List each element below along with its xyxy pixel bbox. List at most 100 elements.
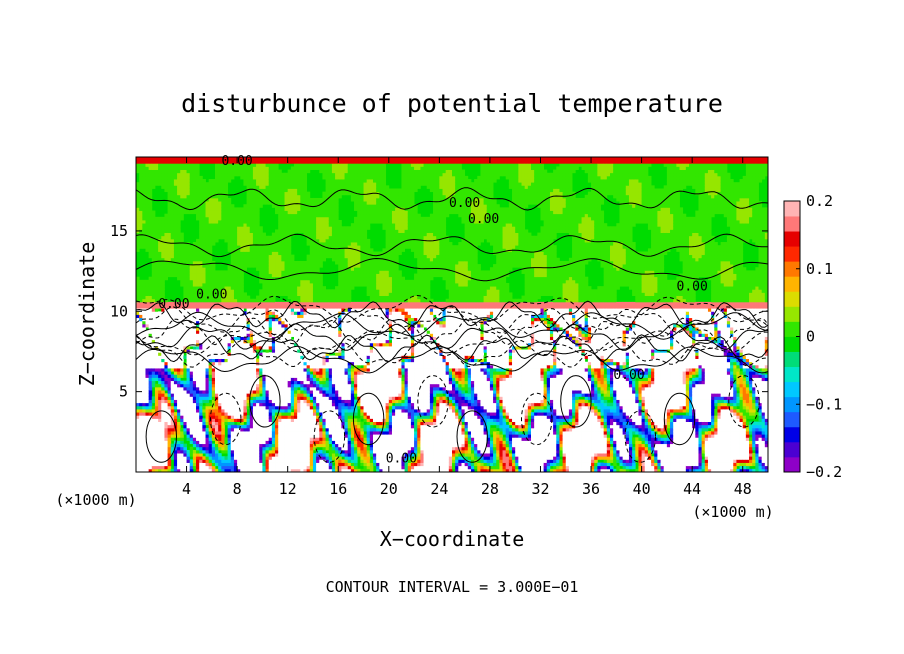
heatmap-cell xyxy=(208,179,213,183)
heatmap-cell xyxy=(208,210,213,215)
heatmap-cell xyxy=(183,305,187,309)
heatmap-cell xyxy=(297,314,301,319)
heatmap-cell xyxy=(271,260,276,265)
heatmap-cell xyxy=(183,355,187,359)
heatmap-cell xyxy=(142,323,146,328)
heatmap-cell xyxy=(189,286,194,290)
heatmap-cell xyxy=(271,254,276,259)
heatmap-cell xyxy=(215,292,219,296)
heatmap-cell xyxy=(196,440,200,445)
heatmap-cell xyxy=(154,468,159,472)
heatmap-cell xyxy=(186,245,191,249)
heatmap-cell xyxy=(268,273,273,278)
heatmap-cell xyxy=(205,446,210,451)
heatmap-cell xyxy=(252,223,257,227)
heatmap-cell xyxy=(215,440,219,445)
heatmap-cell xyxy=(243,427,247,432)
heatmap-cell xyxy=(227,368,232,372)
heatmap-cell xyxy=(183,188,187,193)
heatmap-cell xyxy=(173,251,178,256)
heatmap-cell xyxy=(300,204,304,208)
heatmap-cell xyxy=(145,248,150,252)
heatmap-cell xyxy=(259,431,263,435)
heatmap-cell xyxy=(205,210,210,215)
heatmap-cell xyxy=(161,418,165,422)
heatmap-cell xyxy=(300,358,304,363)
heatmap-cell xyxy=(243,352,247,356)
heatmap-cell xyxy=(300,327,304,331)
heatmap-cell xyxy=(249,264,254,268)
heatmap-cell xyxy=(215,421,219,426)
heatmap-cell xyxy=(256,396,260,400)
heatmap-cell xyxy=(136,396,140,400)
heatmap-cell xyxy=(170,172,175,177)
heatmap-cell xyxy=(297,434,301,438)
heatmap-cell xyxy=(161,390,165,394)
heatmap-cell xyxy=(196,358,200,363)
heatmap-cell xyxy=(240,232,244,237)
heatmap-cell xyxy=(192,264,197,268)
heatmap-cell xyxy=(136,415,140,419)
heatmap-cell xyxy=(275,368,279,372)
heatmap-cell xyxy=(180,456,184,460)
heatmap-cell xyxy=(136,305,140,309)
heatmap-cell xyxy=(287,393,292,397)
heatmap-cell xyxy=(154,286,159,290)
heatmap-cell xyxy=(249,323,254,328)
heatmap-cell xyxy=(246,298,251,303)
heatmap-cell xyxy=(227,210,232,215)
heatmap-cell xyxy=(237,415,241,419)
heatmap-cell xyxy=(290,358,295,363)
heatmap-cell xyxy=(202,235,206,240)
heatmap-cell xyxy=(189,276,194,281)
heatmap-cell xyxy=(240,270,244,274)
heatmap-cell xyxy=(183,330,187,334)
heatmap-cell xyxy=(151,276,156,281)
heatmap-cell xyxy=(211,456,216,460)
heatmap-cell xyxy=(148,412,153,416)
heatmap-cell xyxy=(309,456,314,460)
heatmap-cell xyxy=(287,245,292,249)
heatmap-cell xyxy=(139,431,143,435)
heatmap-cell xyxy=(221,175,225,180)
heatmap-cell xyxy=(177,257,181,262)
heatmap-cell xyxy=(281,207,285,211)
heatmap-cell xyxy=(154,323,159,328)
heatmap-cell xyxy=(265,298,270,303)
heatmap-cell xyxy=(151,342,156,347)
heatmap-cell xyxy=(154,157,159,161)
heatmap-cell xyxy=(208,289,213,293)
heatmap-cell xyxy=(271,355,276,359)
heatmap-cell xyxy=(177,371,181,375)
heatmap-cell xyxy=(154,163,159,167)
heatmap-cell xyxy=(167,248,172,252)
heatmap-cell xyxy=(259,409,263,413)
heatmap-cell xyxy=(297,342,301,347)
heatmap-cell xyxy=(271,446,276,451)
heatmap-cell xyxy=(164,453,168,457)
heatmap-cell xyxy=(142,427,146,432)
heatmap-cell xyxy=(278,437,282,441)
heatmap-cell xyxy=(183,317,187,322)
heatmap-cell xyxy=(167,380,172,385)
heatmap-cell xyxy=(287,213,292,218)
heatmap-cell xyxy=(196,213,200,218)
heatmap-cell xyxy=(186,323,191,328)
heatmap-cell xyxy=(139,314,143,319)
heatmap-cell xyxy=(145,317,150,322)
heatmap-cell xyxy=(287,311,292,315)
heatmap-cell xyxy=(300,267,304,271)
heatmap-cell xyxy=(303,157,308,161)
heatmap-cell xyxy=(230,245,235,249)
heatmap-cell xyxy=(177,264,181,268)
heatmap-cell xyxy=(218,191,222,196)
heatmap-cell xyxy=(284,226,289,230)
heatmap-cell xyxy=(142,320,146,325)
heatmap-cell xyxy=(303,386,308,391)
heatmap-cell xyxy=(290,182,295,186)
heatmap-cell xyxy=(290,311,295,315)
heatmap-cell xyxy=(303,437,308,441)
heatmap-cell xyxy=(202,371,206,375)
heatmap-cell xyxy=(186,254,191,259)
heatmap-cell xyxy=(180,364,184,369)
